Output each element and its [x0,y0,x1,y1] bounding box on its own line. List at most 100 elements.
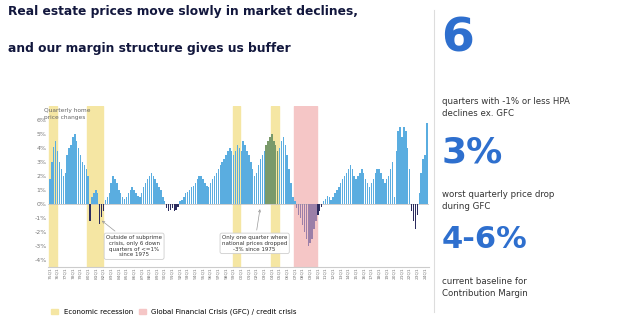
Bar [90,204,91,221]
Bar [273,141,275,204]
Bar [160,190,162,204]
Bar [181,200,182,204]
Bar [326,196,328,204]
Bar [82,162,83,204]
Bar [168,204,169,211]
Bar [388,176,389,204]
Bar [84,165,85,204]
Bar [323,202,324,204]
Bar [250,162,252,204]
Bar [214,176,215,204]
Bar [229,148,230,204]
Bar [208,187,209,204]
Bar [291,183,292,204]
Bar [87,106,102,267]
Bar [135,193,137,204]
Bar [122,197,124,204]
Bar [200,176,202,204]
Bar [141,193,143,204]
Bar [49,179,51,204]
Bar [359,174,360,204]
Bar [292,197,294,204]
Bar [124,199,125,204]
Bar [80,155,81,204]
Bar [424,155,426,204]
Bar [78,148,79,204]
Text: Only one quarter where
national prices dropped
-3% since 1975: Only one quarter where national prices d… [222,210,287,252]
Bar [231,151,232,204]
Bar [137,196,139,204]
Bar [294,106,317,267]
Bar [154,179,156,204]
Text: Real estate prices move slowly in market declines,: Real estate prices move slowly in market… [8,5,358,18]
Bar [131,187,133,204]
Bar [191,187,192,204]
Bar [118,190,120,204]
Text: 4-6%: 4-6% [442,225,527,254]
Bar [172,204,173,208]
Text: 6: 6 [442,16,474,61]
Bar [422,159,424,204]
Bar [74,134,76,204]
Bar [127,193,129,204]
Bar [216,174,217,204]
Bar [296,204,298,208]
Bar [97,193,99,204]
Bar [218,169,219,204]
Bar [338,187,340,204]
Bar [156,183,158,204]
Bar [382,179,383,204]
Bar [93,193,95,204]
Bar [413,204,414,221]
Legend: Economic recession, Global Financial Crisis (GFC) / credit crisis: Economic recession, Global Financial Cri… [51,308,297,315]
Bar [365,179,366,204]
Bar [363,174,364,204]
Bar [152,176,154,204]
Bar [158,187,160,204]
Bar [76,141,77,204]
Bar [92,197,93,204]
Bar [336,190,338,204]
Bar [372,179,374,204]
Bar [225,155,227,204]
Bar [70,146,72,204]
Bar [59,162,60,204]
Bar [86,169,87,204]
Bar [233,155,234,204]
Bar [243,141,244,204]
Bar [334,193,336,204]
Bar [403,127,404,204]
Text: Quarterly home
price changes: Quarterly home price changes [44,109,91,120]
Bar [212,179,213,204]
Bar [148,176,150,204]
Bar [202,179,204,204]
Bar [204,183,205,204]
Bar [328,197,330,204]
Bar [233,106,240,267]
Bar [65,174,66,204]
Bar [300,204,301,218]
Bar [399,127,401,204]
Bar [405,131,406,204]
Bar [313,204,315,230]
Bar [355,179,357,204]
Bar [99,204,100,224]
Bar [298,204,300,215]
Bar [357,176,358,204]
Bar [143,187,145,204]
Bar [210,183,211,204]
Bar [237,146,238,204]
Bar [369,187,370,204]
Bar [317,204,319,215]
Bar [348,169,349,204]
Bar [271,106,278,267]
Bar [179,202,180,204]
Bar [195,183,196,204]
Bar [277,151,278,204]
Bar [279,148,280,204]
Bar [308,204,309,246]
Bar [235,151,236,204]
Bar [396,151,397,204]
Bar [49,106,56,267]
Bar [173,204,175,211]
